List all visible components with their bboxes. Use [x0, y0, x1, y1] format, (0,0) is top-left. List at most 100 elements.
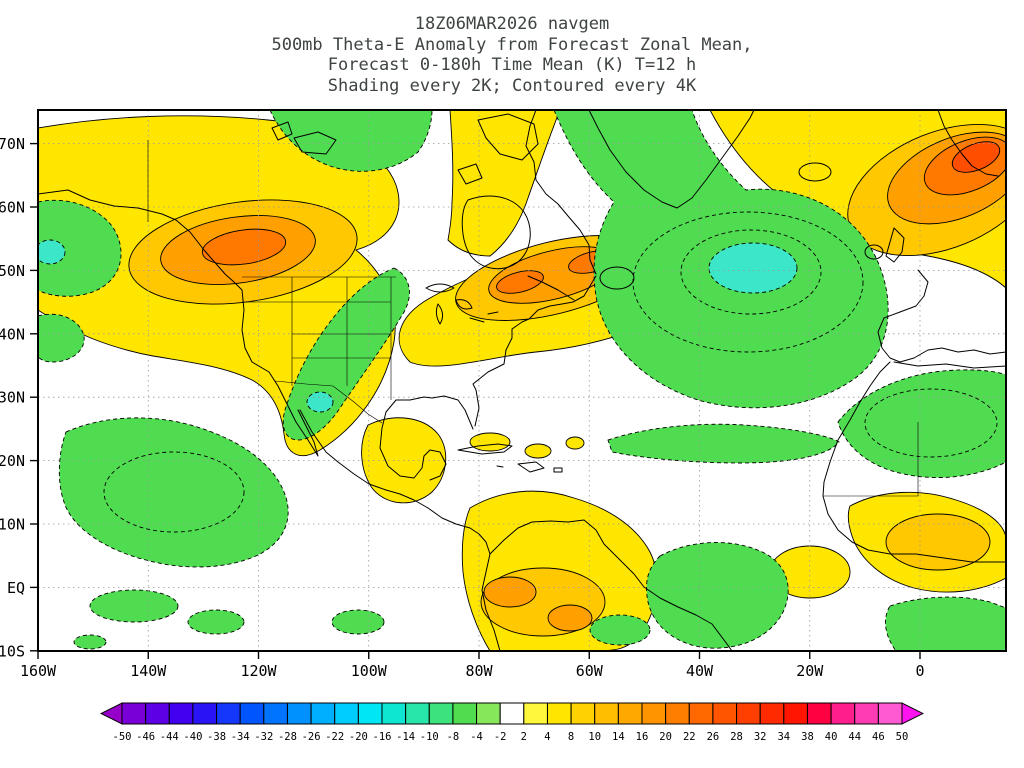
contour-ring-atlantic: [680, 229, 822, 315]
negative-anomaly-equatorial-pacific: [73, 634, 107, 650]
colorbar-tick-label: -10: [420, 731, 439, 743]
colorbar-tick-label: 10: [588, 731, 601, 743]
coastline-norway: [937, 110, 999, 177]
colorbar-tick-label: 2: [521, 731, 527, 743]
colorbar-segment: [499, 702, 525, 725]
colorbar-segment: [877, 702, 903, 725]
title-forecast: Forecast 0-180h Time Mean (K) T=12 h: [327, 55, 697, 76]
colorbar-tick-label: 14: [612, 731, 625, 743]
positive-anomaly-top-stem: [447, 110, 561, 257]
positive-core-bc: [201, 228, 287, 266]
colorbar-segment: [428, 702, 454, 725]
latlon-grid-layer: [38, 110, 1006, 651]
colorbar-segment: [452, 702, 478, 725]
lat-axis-label: 30N: [0, 389, 25, 407]
lon-axis-label: 40W: [686, 662, 714, 680]
negative-anomaly-gulf-of-guinea-south: [885, 596, 1006, 651]
colorbar-left-arrow: [100, 702, 123, 725]
lon-axis-label: 0: [915, 662, 924, 680]
colorbar-tick-label: -38: [207, 731, 226, 743]
lon-axis-label: 100W: [351, 662, 388, 680]
lat-axis-label: 40N: [0, 325, 25, 343]
colorbar-tick-label: 50: [896, 731, 909, 743]
coastline-layer: [38, 110, 1006, 651]
coastline-west-north-america: [38, 189, 287, 403]
title-shading-note: Shading every 2K; Contoured every 4K: [327, 76, 697, 97]
colorbar-segment: [546, 702, 572, 725]
colorbar-segment: [476, 702, 501, 725]
colorbar-segment: [783, 702, 808, 725]
colorbar-tick-label: 28: [730, 731, 743, 743]
axis-layer: 70N 60N 50N 40N 30N 20N 10N EQ 10S 160W 140W 120W 10…: [0, 135, 925, 680]
positive-core-south-america: [483, 576, 537, 608]
colorbar-segment: [830, 702, 856, 725]
negative-anomaly-pacific-edge: [38, 313, 85, 363]
lat-axis-label: 10S: [0, 642, 25, 660]
colorbar-segment: [759, 702, 785, 725]
colorbar-segment: [310, 702, 336, 725]
lon-axis-label: 140W: [130, 662, 167, 680]
coastline-britain: [885, 227, 905, 263]
title-field: 500mb Theta-E Anomaly from Forecast Zona…: [271, 34, 753, 55]
coastline-mexico-pacific: [299, 409, 491, 555]
coastline-labrador-baffin: [525, 110, 597, 275]
colorbar-segment: [405, 702, 430, 725]
colorbar-segment: [617, 702, 643, 725]
colorbar-tick-label: -20: [349, 731, 368, 743]
negative-core-north-atlantic: [708, 242, 798, 294]
colorbar-tick-label: 20: [659, 731, 672, 743]
colorbar-segment: [121, 702, 147, 725]
map-frame: [37, 109, 1007, 652]
colorbar-segment: [523, 702, 548, 725]
coastline-hudson-bay: [461, 195, 531, 270]
negative-anomaly-east-pacific: [58, 417, 289, 568]
colorbar-tick-label: -44: [160, 731, 179, 743]
negative-anomaly-subtropical-atlantic: [607, 423, 840, 464]
chart-title-block: 18Z06MAR2026 navgem 500mb Theta-E Anomal…: [0, 14, 1024, 97]
colorbar-tick-label: -40: [183, 731, 202, 743]
colorbar-tick-label: -50: [113, 731, 132, 743]
colorbar-segment: [641, 702, 667, 725]
lon-axis-label: 60W: [576, 662, 604, 680]
positive-anomaly-hispaniola: [524, 443, 552, 459]
colorbar-tick-label: 38: [801, 731, 814, 743]
colorbar-segment: [286, 702, 312, 725]
title-run-model: 18Z06MAR2026 navgem: [414, 14, 610, 34]
coastline-newfoundland: [599, 266, 635, 290]
colorbar-tick-label: 40: [825, 731, 838, 743]
colorbar-tick-label: 22: [683, 731, 696, 743]
africa-borders: [823, 422, 919, 497]
colorbar-tick-label: -28: [278, 731, 297, 743]
political-border-layer: [147, 140, 919, 497]
colorbar-segment: [806, 702, 832, 725]
colorbar-tick-label: -14: [396, 731, 415, 743]
map-plot-area: 70N 60N 50N 40N 30N 20N 10N EQ 10S 160W 140W 120W 10…: [0, 109, 1007, 680]
coastline-ireland: [864, 244, 884, 260]
contour-ring-east-pacific: [103, 451, 245, 533]
colorbar-segment: [239, 702, 265, 725]
lat-axis-label: 70N: [0, 135, 25, 153]
lat-axis-label: 50N: [0, 262, 25, 280]
colorbar: -50 -46 -44 -40 -38 -34 -32 -28 -26 -22 -20 -16 -14-…: [100, 702, 924, 743]
anomaly-map: 70N 60N 50N 40N 30N 20N 10N EQ 10S 160W 140W 120W 10…: [0, 109, 1007, 680]
colorbar-tick-label: -16: [373, 731, 392, 743]
coastline-caribbean-islands: [457, 443, 563, 473]
colorbar-tick-label: 34: [777, 731, 790, 743]
negative-anomaly-tropical-atlantic: [646, 542, 789, 649]
colorbar-tick-label: 4: [544, 731, 550, 743]
colorbar-tick-label: 46: [872, 731, 885, 743]
coastline-south-america-west: [481, 553, 501, 651]
coastline-arctic-islands: [271, 113, 539, 185]
negative-anomaly-eastern-pacific-itcz: [331, 609, 385, 635]
negative-core-gulf-of-alaska: [38, 239, 66, 265]
colorbar-segment: [192, 702, 218, 725]
colorbar-tick-label: -46: [136, 731, 155, 743]
coastline-st-lawrence: [527, 275, 575, 301]
coastline-south-america-north: [489, 519, 733, 651]
coastline-mediterranean-africa: [893, 361, 1006, 369]
colorbar-segment: [570, 702, 596, 725]
colorbar-segment: [357, 702, 383, 725]
coastline-us-east: [472, 275, 597, 427]
lon-axis-label: 20W: [796, 662, 824, 680]
